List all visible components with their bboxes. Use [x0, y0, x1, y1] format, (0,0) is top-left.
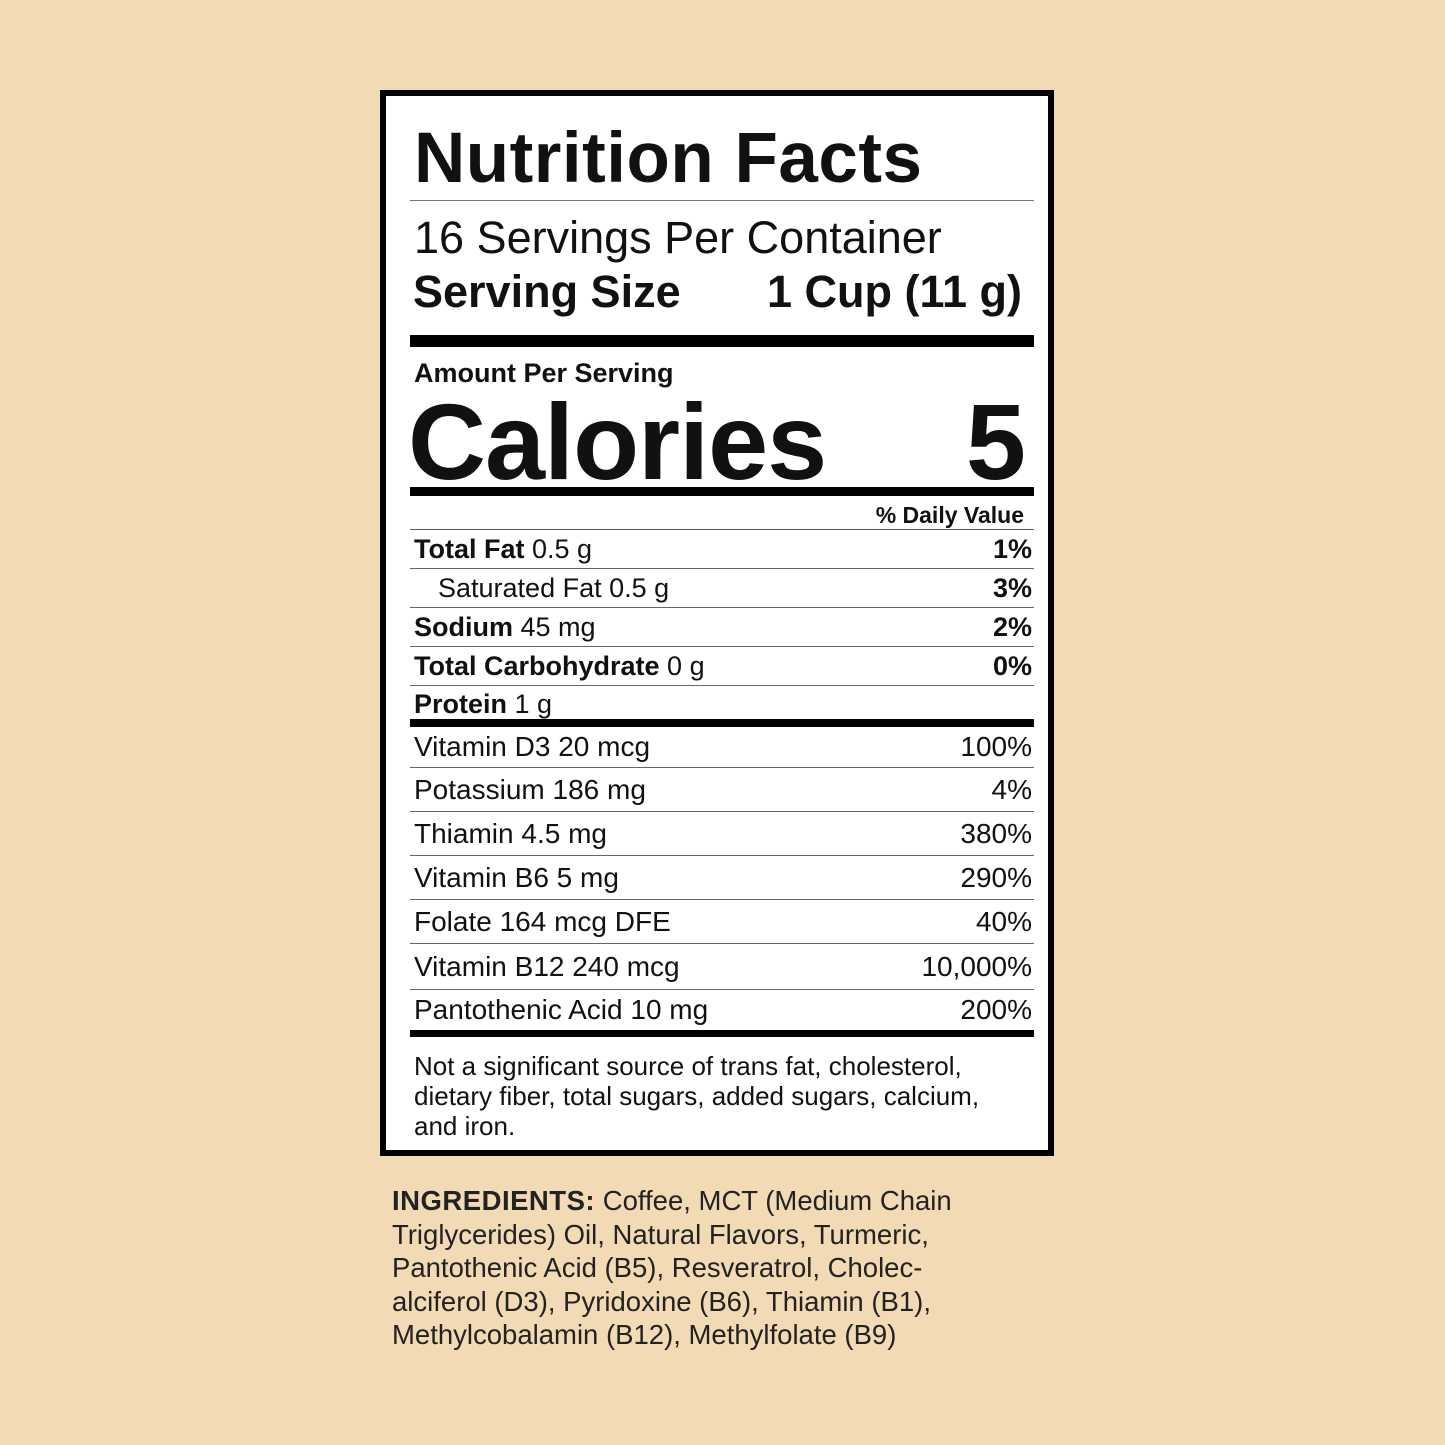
vitamin-label: Pantothenic Acid 10 mg — [414, 994, 709, 1025]
ingredients-text: alciferol (D3), Pyridoxine (B6), Thiamin… — [392, 1285, 931, 1317]
serving-size-label: Serving Size — [413, 266, 681, 317]
ingredients-text: Pantothenic Acid (B5), Resveratrol, Chol… — [392, 1252, 923, 1284]
nutrient-daily-value: 1% — [992, 533, 1032, 564]
nutrient-amount: 1 g — [514, 688, 553, 719]
nutrient-name: Protein — [414, 688, 508, 719]
ingredients-line: Methylcobalamin (B12), Methylfolate (B9) — [392, 1318, 952, 1352]
vitamin-daily-value: 290% — [960, 861, 1032, 893]
nutrition-label: Nutrition Facts 16 Servings Per Containe… — [380, 90, 1054, 1156]
ingredients-line: alciferol (D3), Pyridoxine (B6), Thiamin… — [392, 1285, 952, 1319]
ingredients-line: INGREDIENTS: Coffee, MCT (Medium Chain — [392, 1184, 952, 1218]
vitamin-row: Folate 164 mcg DFE 40% — [410, 900, 1034, 944]
divider — [410, 200, 1034, 201]
nutrient-daily-value: 2% — [992, 611, 1032, 642]
ingredients: INGREDIENTS: Coffee, MCT (Medium Chain Tr… — [392, 1184, 952, 1352]
vitamin-row: Vitamin D3 20 mcg 100% — [410, 727, 1034, 768]
ingredients-text: Triglycerides) Oil, Natural Flavors, Tur… — [392, 1218, 929, 1250]
vitamin-row: Potassium 186 mg 4% — [410, 768, 1034, 812]
vitamin-daily-value: 380% — [960, 817, 1032, 849]
nutrient-amount: 0.5 g — [532, 533, 593, 564]
vitamin-label: Folate 164 mcg DFE — [414, 905, 671, 937]
ingredients-text: Methylcobalamin (B12), Methylfolate (B9) — [392, 1319, 897, 1351]
ingredients-label: INGREDIENTS: — [392, 1185, 596, 1216]
footnote: Not a significant source of trans fat, c… — [414, 1051, 979, 1141]
nutrient-label: Total Fat 0.5 g — [414, 534, 592, 565]
nutrient-label: Saturated Fat 0.5 g — [438, 573, 669, 604]
vitamin-daily-value: 200% — [960, 994, 1032, 1025]
thick-bar — [410, 335, 1034, 347]
vitamin-row: Vitamin B12 240 mcg 10,000% — [410, 944, 1034, 990]
nutrient-amount: 45 mg — [520, 611, 596, 642]
divider — [410, 529, 1034, 530]
label-title: Nutrition Facts — [414, 119, 923, 198]
nutrient-name: Saturated Fat — [438, 572, 602, 603]
nutrient-label: Protein 1 g — [414, 689, 552, 720]
nutrient-daily-value: 3% — [992, 572, 1032, 603]
nutrient-daily-value: 0% — [992, 650, 1032, 681]
ingredients-line: Pantothenic Acid (B5), Resveratrol, Chol… — [392, 1251, 952, 1285]
nutrient-row: Sodium 45 mg 2% — [410, 608, 1034, 647]
footnote-line: and iron. — [414, 1111, 516, 1141]
vitamin-row: Vitamin B6 5 mg 290% — [410, 856, 1034, 900]
nutrient-amount: 0.5 g — [609, 572, 670, 603]
daily-value-header: % Daily Value — [875, 502, 1024, 528]
amount-per-serving: Amount Per Serving — [414, 358, 674, 388]
nutrient-name: Total Fat — [414, 533, 525, 564]
nutrient-name: Sodium — [414, 611, 513, 642]
vitamin-label: Vitamin D3 20 mcg — [414, 731, 651, 762]
nutrient-label: Sodium 45 mg — [414, 612, 596, 643]
nutrient-row: Total Fat 0.5 g 1% — [410, 530, 1034, 569]
vitamin-daily-value: 4% — [991, 773, 1032, 805]
ingredients-text: Coffee, MCT (Medium Chain — [602, 1185, 952, 1216]
vitamin-daily-value: 10,000% — [921, 950, 1032, 982]
calories-value: 5 — [965, 381, 1026, 502]
vitamin-label: Potassium 186 mg — [414, 773, 646, 805]
vitamin-label: Vitamin B6 5 mg — [414, 861, 619, 893]
vitamin-daily-value: 40% — [975, 905, 1032, 937]
footnote-line: Not a significant source of trans fat, c… — [414, 1051, 962, 1081]
nutrient-row: Protein 1 g — [410, 686, 1034, 722]
vitamin-row: Pantothenic Acid 10 mg 200% — [410, 990, 1034, 1030]
servings: 16 Servings Per Container — [414, 212, 942, 263]
vitamin-label: Vitamin B12 240 mcg — [414, 950, 680, 982]
footnote-line: dietary fiber, total sugars, added sugar… — [414, 1081, 980, 1111]
vitamin-label: Thiamin 4.5 mg — [414, 817, 607, 849]
medium-bar — [410, 719, 1034, 727]
nutrient-row: Total Carbohydrate 0 g 0% — [410, 647, 1034, 686]
nutrient-row: Saturated Fat 0.5 g 3% — [410, 569, 1034, 608]
medium-bar — [410, 1030, 1034, 1037]
vitamin-row: Thiamin 4.5 mg 380% — [410, 812, 1034, 856]
ingredients-line: Triglycerides) Oil, Natural Flavors, Tur… — [392, 1218, 952, 1252]
medium-bar — [410, 487, 1034, 496]
nutrient-label: Total Carbohydrate 0 g — [414, 651, 705, 682]
serving-size-value: 1 Cup (11 g) — [766, 266, 1022, 317]
calories-label: Calories — [408, 381, 827, 502]
nutrient-name: Total Carbohydrate — [414, 650, 660, 681]
nutrient-amount: 0 g — [667, 650, 705, 681]
vitamin-daily-value: 100% — [960, 731, 1032, 762]
